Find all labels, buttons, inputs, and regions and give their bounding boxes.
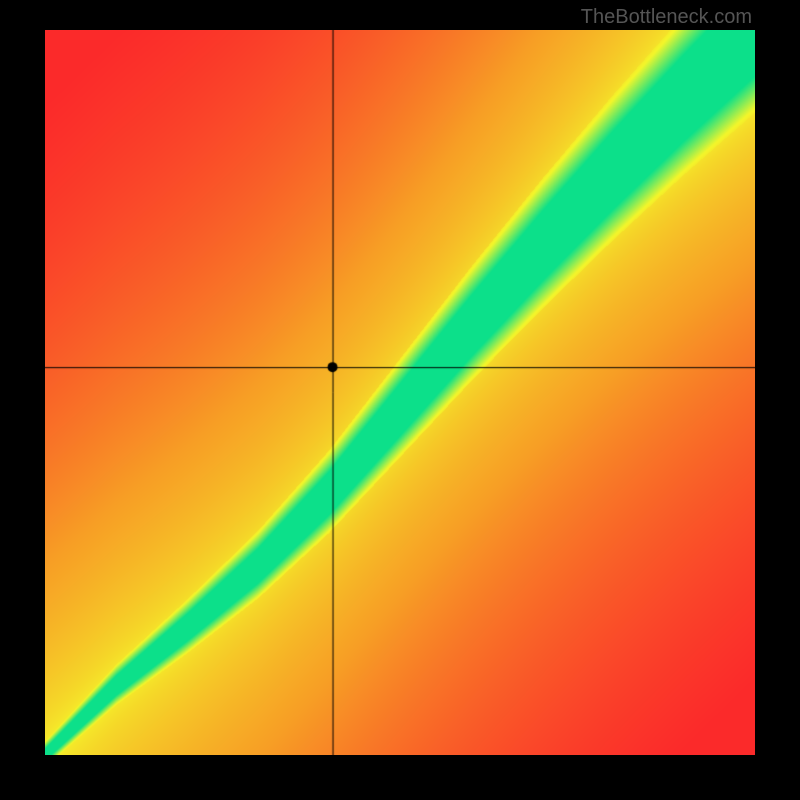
heatmap-canvas bbox=[45, 30, 755, 755]
watermark-text: TheBottleneck.com bbox=[581, 6, 752, 29]
plot-area bbox=[45, 30, 755, 755]
chart-container: TheBottleneck.com bbox=[0, 0, 800, 800]
